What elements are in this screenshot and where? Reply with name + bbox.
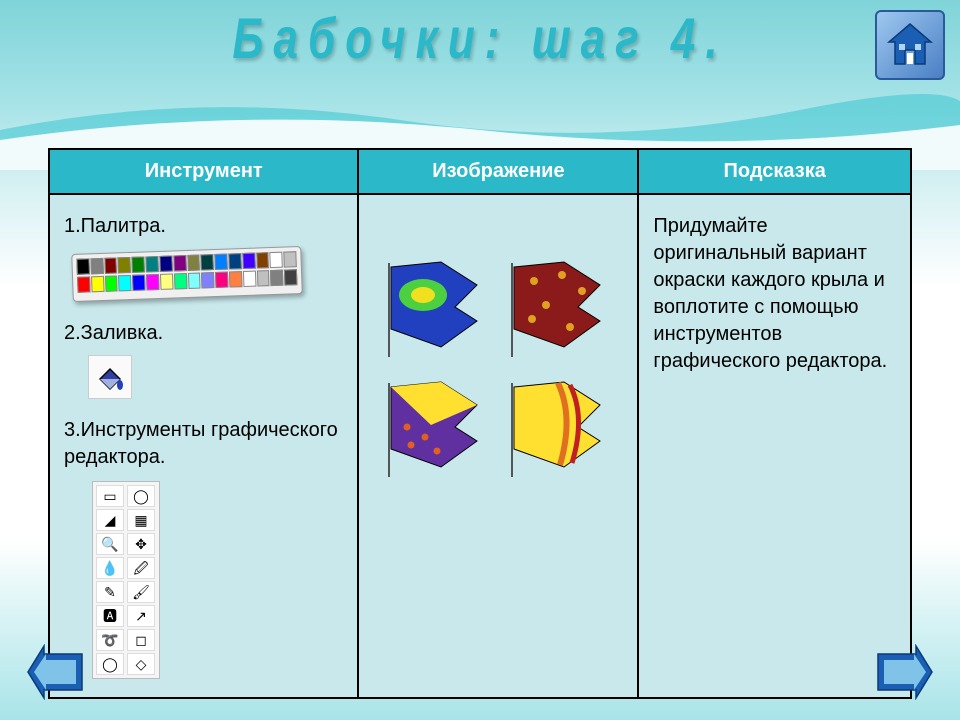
wing-2 (504, 257, 614, 365)
cell-tools: 1.Палитра. 2.Заливка. 3.Инструменты граф… (49, 194, 358, 698)
arrow-right-icon (872, 644, 936, 700)
home-icon (885, 20, 935, 70)
wing-3 (381, 377, 491, 485)
fill-bucket-icon (88, 355, 132, 399)
header-tool: Инструмент (49, 149, 358, 194)
prev-button[interactable] (24, 644, 88, 700)
next-button[interactable] (872, 644, 936, 700)
table-row: 1.Палитра. 2.Заливка. 3.Инструменты граф… (49, 194, 911, 698)
home-button[interactable] (875, 10, 945, 80)
palette-icon (71, 246, 303, 302)
wings-preview (381, 257, 615, 485)
cell-image (358, 194, 638, 698)
arrow-left-icon (24, 644, 88, 700)
hint-text: Придумайте оригинальный вариант окраски … (653, 213, 896, 375)
header-hint: Подсказка (638, 149, 911, 194)
main-table: Инструмент Изображение Подсказка 1.Палит… (48, 148, 912, 699)
tool-item-1: 1.Палитра. (64, 213, 343, 240)
tool-item-2: 2.Заливка. (64, 320, 343, 347)
cell-hint: Придумайте оригинальный вариант окраски … (638, 194, 911, 698)
slide-title: Бабочки: шаг 4. (232, 8, 727, 73)
wing-4 (504, 377, 614, 485)
toolbox-icon: ▭◯◢▦🔍✥💧🖉✎🖌🅰↗➰◻◯◇ (92, 481, 160, 679)
header-image: Изображение (358, 149, 638, 194)
table-header-row: Инструмент Изображение Подсказка (49, 149, 911, 194)
wing-1 (381, 257, 491, 365)
tool-item-3: 3.Инструменты графического редактора. (64, 417, 343, 471)
